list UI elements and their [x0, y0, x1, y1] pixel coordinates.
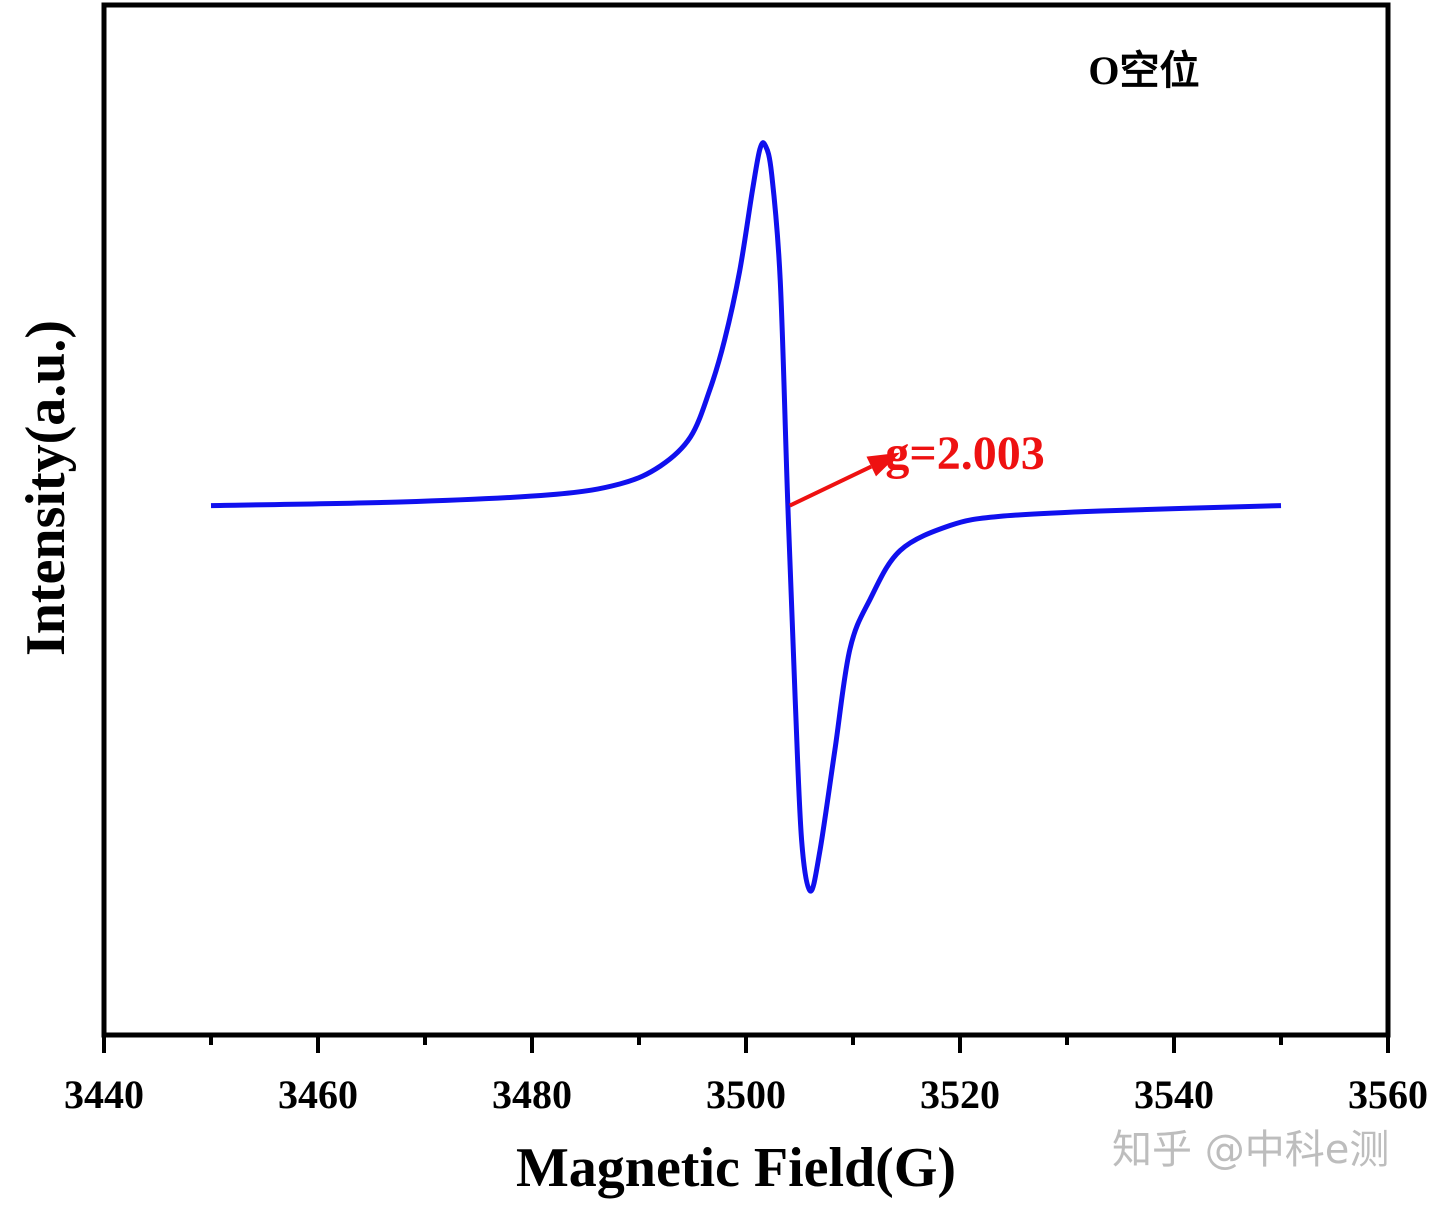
y-axis-title: Intensity(a.u.)	[15, 320, 77, 656]
annotation-sample-label: O空位	[1088, 48, 1199, 93]
watermark: 知乎 @中科e测	[1112, 1127, 1389, 1173]
x-tick-label: 3440	[64, 1072, 144, 1117]
x-tick-label: 3460	[278, 1072, 358, 1117]
x-tick-label: 3560	[1348, 1072, 1428, 1117]
x-axis-title: Magnetic Field(G)	[516, 1137, 956, 1199]
x-tick-label: 3520	[920, 1072, 1000, 1117]
annotation-arrow-head	[866, 452, 901, 477]
x-tick-label: 3540	[1134, 1072, 1214, 1117]
x-tick-label: 3500	[706, 1072, 786, 1117]
x-tick-label: 3480	[492, 1072, 572, 1117]
series-line	[210, 140, 1282, 894]
plot-frame	[101, 2, 1391, 1038]
annotation-arrow	[789, 464, 873, 508]
annotation-g-value: g=2.003	[885, 427, 1044, 480]
